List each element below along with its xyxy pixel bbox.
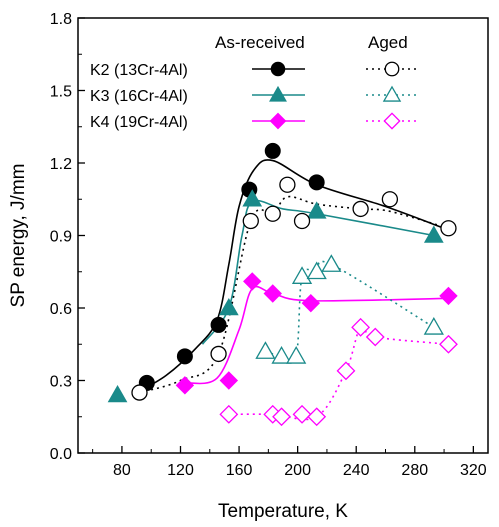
legend-marker-open-1 <box>382 85 402 102</box>
data-point-s3-p6 <box>352 200 369 218</box>
x-axis-title: Temperature, K <box>218 501 348 522</box>
data-point-s5-p4 <box>307 407 327 427</box>
data-point-s3-p2 <box>242 212 259 230</box>
x-tick-label: 240 <box>343 462 370 479</box>
data-point-s2-p2 <box>243 272 262 291</box>
y-tick-label: 1.5 <box>50 84 72 101</box>
legend-marker-filled-1 <box>269 85 287 102</box>
data-point-s4-p5 <box>321 254 342 272</box>
y-tick-label: 0.3 <box>50 374 72 391</box>
data-point-s2-p0 <box>175 376 195 395</box>
legend: As-received Aged K2 (13Cr-4Al) K3 (16Cr-… <box>90 33 418 131</box>
legend-label-k3: K3 (16Cr-4Al) <box>90 88 188 105</box>
x-tick-label: 80 <box>113 462 131 479</box>
data-point-s3-p1 <box>210 345 227 363</box>
data-point-s4-p1 <box>271 346 292 364</box>
data-point-s1-p3 <box>306 201 327 219</box>
data-point-s2-p1 <box>219 371 239 390</box>
data-point-s1-p2 <box>242 189 263 207</box>
legend-marker-filled-0 <box>270 61 286 77</box>
data-point-s4-p6 <box>423 317 444 335</box>
legend-header-as-received: As-received <box>215 33 305 52</box>
data-point-s5-p3 <box>292 404 312 424</box>
legend-label-k2: K2 (13Cr-4Al) <box>90 62 188 79</box>
data-point-s5-p6 <box>351 317 371 337</box>
data-point-s3-p7 <box>381 191 399 208</box>
markers-layer <box>107 142 458 427</box>
y-tick-label: 1.8 <box>50 11 72 28</box>
data-point-s1-p4 <box>423 225 444 243</box>
data-point-s5-p7 <box>365 327 385 347</box>
data-point-s3-p0 <box>131 384 148 401</box>
x-tick-label: 200 <box>284 462 311 479</box>
data-point-s3-p5 <box>293 212 311 230</box>
y-tick-label: 0.6 <box>50 301 72 318</box>
legend-marker-open-2 <box>383 112 401 130</box>
x-tick-label: 280 <box>401 462 428 479</box>
legend-label-k4: K4 (19Cr-4Al) <box>90 114 188 131</box>
data-point-s1-p1 <box>218 297 239 316</box>
data-point-s0-p2 <box>210 316 227 333</box>
legend-header-aged: Aged <box>368 33 408 52</box>
data-point-s1-p0 <box>107 384 128 403</box>
data-point-s0-p4 <box>264 142 281 159</box>
data-point-s0-p1 <box>176 348 193 365</box>
data-point-s3-p4 <box>279 176 296 193</box>
data-point-s2-p4 <box>301 293 321 313</box>
legend-symbols <box>252 61 418 130</box>
y-tick-label: 0.0 <box>50 446 72 463</box>
legend-marker-filled-2 <box>269 112 287 130</box>
y-tick-label: 0.9 <box>50 229 72 246</box>
x-tick-label: 160 <box>226 462 253 479</box>
data-point-s2-p5 <box>439 286 458 306</box>
data-point-s4-p0 <box>255 341 276 359</box>
data-point-s5-p2 <box>272 407 291 427</box>
series-line-4 <box>265 260 435 364</box>
ticks-layer: 80 120 160 200 240 280 320 0.0 0.3 0.6 0.9 1.2 1.5 1.… <box>50 11 487 479</box>
data-point-s5-p0 <box>219 404 239 424</box>
x-tick-label: 320 <box>460 462 487 479</box>
data-point-s3-p8 <box>440 220 457 237</box>
data-point-s4-p4 <box>306 261 327 280</box>
data-point-s0-p5 <box>308 174 325 191</box>
data-point-s4-p3 <box>291 266 313 284</box>
legend-marker-open-0 <box>384 61 400 77</box>
data-point-s2-p3 <box>263 284 282 303</box>
data-point-s5-p5 <box>336 361 356 381</box>
y-axis-title: SP energy, J/mm <box>8 164 29 308</box>
series-line-3 <box>139 195 449 394</box>
x-tick-label: 120 <box>167 462 194 479</box>
data-point-s5-p8 <box>439 334 458 354</box>
y-tick-label: 1.2 <box>50 156 72 173</box>
data-point-s3-p3 <box>264 205 281 222</box>
data-point-s4-p2 <box>286 346 307 364</box>
